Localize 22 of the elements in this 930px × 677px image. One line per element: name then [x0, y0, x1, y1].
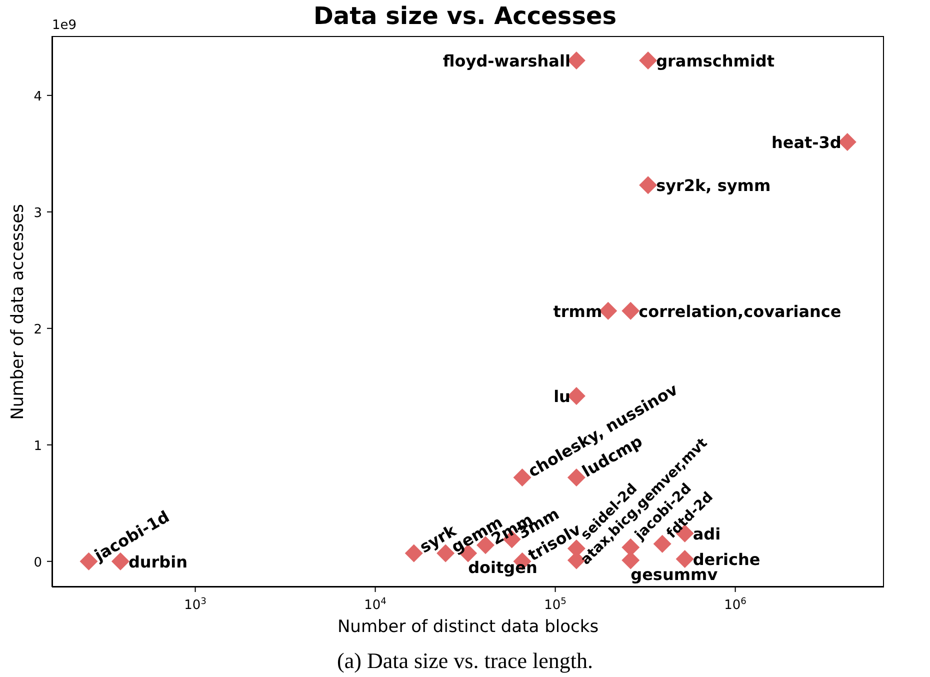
annotation: heat-3d	[771, 133, 842, 152]
annotation: floyd-warshall	[442, 51, 570, 70]
x-tick-label: 10$^{5}$	[544, 597, 566, 613]
text: 1e9	[52, 18, 77, 33]
y-tick-label: 0	[34, 555, 42, 570]
annotation: correlation,covariance	[638, 302, 842, 321]
y-tick-label: 3	[34, 206, 42, 221]
annotation: syr2k, symm	[656, 176, 771, 196]
annotation: lu	[554, 386, 570, 406]
annotation: trmm	[553, 302, 602, 321]
y-tick-label: 2	[34, 322, 42, 338]
y-tick-label: 1	[34, 438, 42, 454]
y-tick-label: 4	[34, 89, 42, 104]
x-tick-label: 10$^{4}$	[364, 597, 387, 613]
chart-title: Data size vs. Accesses	[313, 2, 617, 30]
x-tick-label: 10$^{3}$	[184, 597, 207, 613]
y-axis-title: Number of data accesses	[8, 204, 28, 420]
text: (a) Data size vs. trace length.	[336, 648, 594, 674]
x-axis-title: Number of distinct data blocks	[337, 617, 599, 637]
annotation: gesummv	[630, 565, 718, 584]
x-tick-label: 10$^{6}$	[724, 597, 747, 613]
annotation: gramschmidt	[656, 51, 775, 70]
